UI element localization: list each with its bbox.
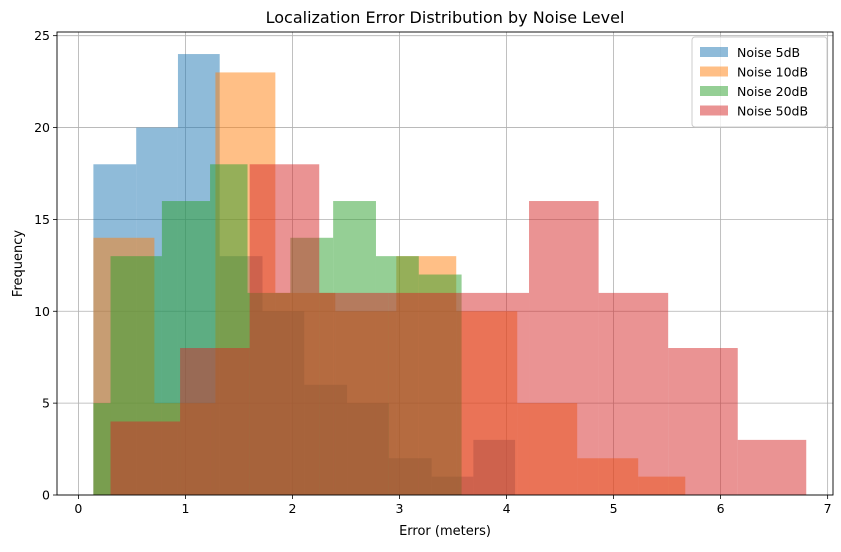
y-axis-label: Frequency	[11, 230, 26, 297]
x-tick-label: 5	[610, 501, 618, 516]
legend-swatch	[700, 105, 728, 116]
histogram-bar	[110, 421, 181, 495]
histogram-bar	[388, 292, 460, 495]
legend: Noise 5dB Noise 10dB Noise 20dB Noise 50dB	[691, 36, 828, 128]
x-axis-label: Error (meters)	[399, 524, 491, 539]
x-tick-label: 4	[503, 501, 511, 516]
legend-swatch	[700, 47, 728, 57]
x-tick-label: 7	[824, 501, 832, 516]
y-tick-label: 20	[34, 120, 50, 135]
histogram-bar	[319, 292, 389, 495]
axes-frame	[56, 31, 834, 496]
y-tick-label: 25	[34, 28, 50, 43]
legend-swatch	[700, 66, 728, 77]
y-tick-label: 10	[34, 304, 50, 319]
legend-label: Noise 10dB	[737, 65, 808, 80]
y-tick-label: 5	[42, 396, 50, 411]
histogram-bar	[737, 439, 807, 495]
y-tick-label: 0	[42, 488, 50, 503]
legend-label: Noise 20dB	[737, 84, 808, 99]
histogram-bar	[459, 292, 530, 495]
x-tick-label: 0	[74, 501, 82, 516]
legend-box	[691, 36, 828, 128]
histogram-bars	[93, 54, 807, 496]
histogram-bar	[93, 403, 111, 495]
x-tick-label: 1	[181, 501, 189, 516]
axis-ticks: 0 1 2 3 4 5 6 7 0 5 10 15 20 25	[34, 28, 832, 516]
series-4-bars	[110, 164, 807, 496]
histogram-bar	[598, 292, 669, 495]
histogram-bar	[529, 201, 599, 496]
histogram-bar	[249, 164, 320, 496]
legend-label: Noise 5dB	[737, 45, 800, 60]
histogram-bar	[668, 348, 738, 495]
chart-title: Localization Error Distribution by Noise…	[266, 8, 625, 27]
y-tick-label: 15	[34, 212, 50, 227]
legend-label: Noise 50dB	[737, 104, 808, 119]
legend-swatch	[700, 86, 728, 96]
x-tick-label: 3	[396, 501, 404, 516]
histogram-bar	[180, 348, 250, 495]
x-tick-label: 6	[717, 501, 725, 516]
x-tick-label: 2	[288, 501, 296, 516]
